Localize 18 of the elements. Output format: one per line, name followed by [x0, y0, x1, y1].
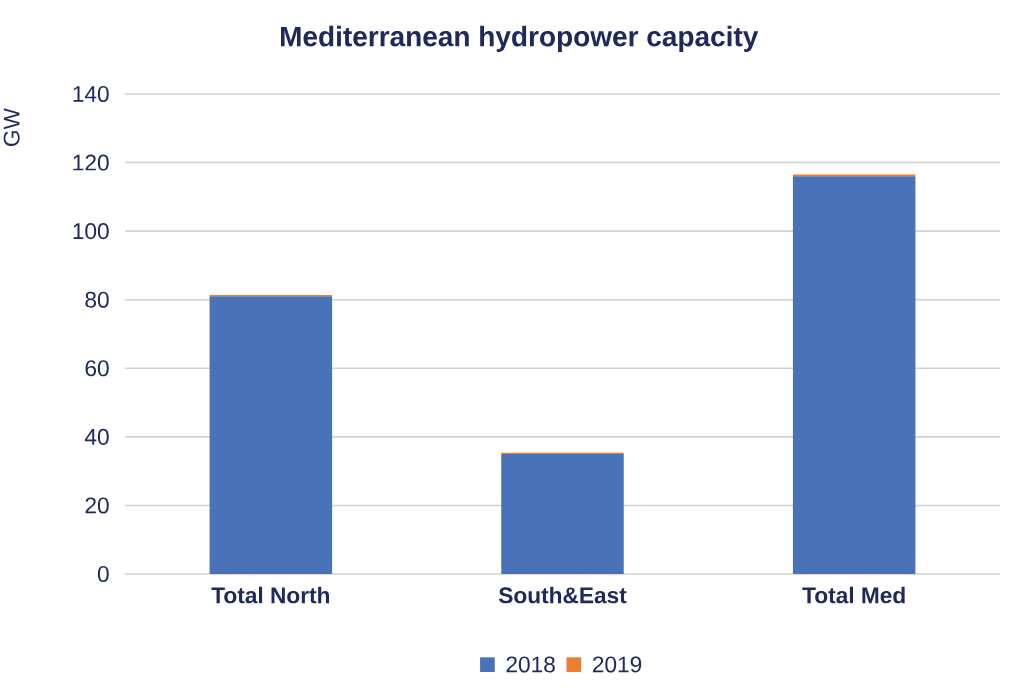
- y-tick-label: 0: [97, 565, 109, 583]
- y-tick-label: 80: [85, 291, 109, 308]
- bar: [501, 454, 624, 574]
- y-tick-label: 100: [73, 223, 109, 240]
- bar: [209, 296, 333, 574]
- y-tick-label: 120: [73, 154, 109, 171]
- y-tick-label: 40: [84, 428, 109, 445]
- x-tick-label: South&East: [498, 586, 627, 604]
- y-tick-label: 140: [73, 85, 109, 103]
- x-tick-label: Total Med: [802, 586, 905, 604]
- y-tick-label: 20: [85, 497, 109, 514]
- x-tick-label: Total North: [211, 586, 330, 604]
- y-tick-label: 60: [85, 360, 109, 377]
- bar: [792, 176, 916, 574]
- chart-title: Mediterranean hydropower capacity: [281, 25, 759, 52]
- legend-label: 2019: [592, 656, 642, 673]
- y-axis-title: GW: [3, 108, 20, 146]
- legend-label: 2018: [506, 656, 555, 673]
